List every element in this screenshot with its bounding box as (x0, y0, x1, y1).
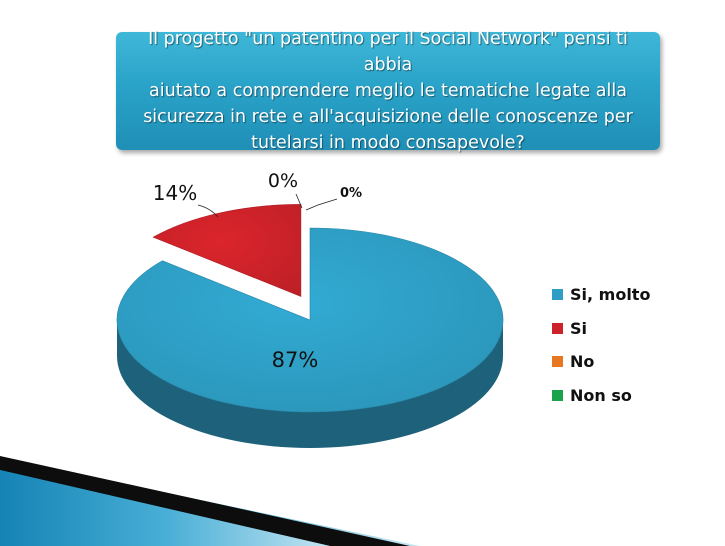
chart-title-line: Il progetto "un patentino per il Social … (148, 29, 628, 75)
pie-slice-side (117, 320, 503, 448)
legend-item-si-molto: Si, molto (552, 278, 650, 312)
chart-title-line: tutelarsi in modo consapevole? (251, 133, 525, 153)
swoosh-lower-band (0, 470, 330, 546)
chart-title-line: aiutato a comprendere meglio le tematich… (149, 81, 627, 101)
chart-legend: Si, molto Si No Non so (552, 278, 650, 412)
leader-line (197, 204, 219, 218)
pie-slice-si (152, 204, 302, 297)
legend-swatch (552, 389, 563, 401)
data-label: 87% (272, 348, 319, 372)
data-label: 14% (153, 181, 197, 205)
legend-swatch (552, 322, 563, 334)
chart-title-line: sicurezza in rete e all'acquisizione del… (143, 107, 633, 127)
legend-swatch (552, 289, 563, 301)
legend-label: Si, molto (570, 285, 651, 305)
legend-swatch (552, 356, 563, 368)
pie-slice-si-molto (116, 227, 504, 413)
legend-label: Non so (570, 385, 632, 405)
legend-item-no: No (552, 345, 650, 379)
chart-title-box: Il progetto "un patentino per il Social … (116, 29, 660, 153)
leader-line (295, 193, 303, 209)
legend-item-non-so: Non so (552, 379, 650, 413)
chart-title: Il progetto "un patentino per il Social … (126, 26, 650, 156)
data-label: 0% (340, 186, 362, 201)
legend-item-si: Si (552, 312, 650, 346)
legend-label: Si (570, 318, 588, 338)
data-label: 0% (268, 170, 298, 192)
leader-line (305, 198, 338, 211)
swoosh-dark-band (0, 456, 410, 546)
legend-label: No (570, 352, 595, 372)
